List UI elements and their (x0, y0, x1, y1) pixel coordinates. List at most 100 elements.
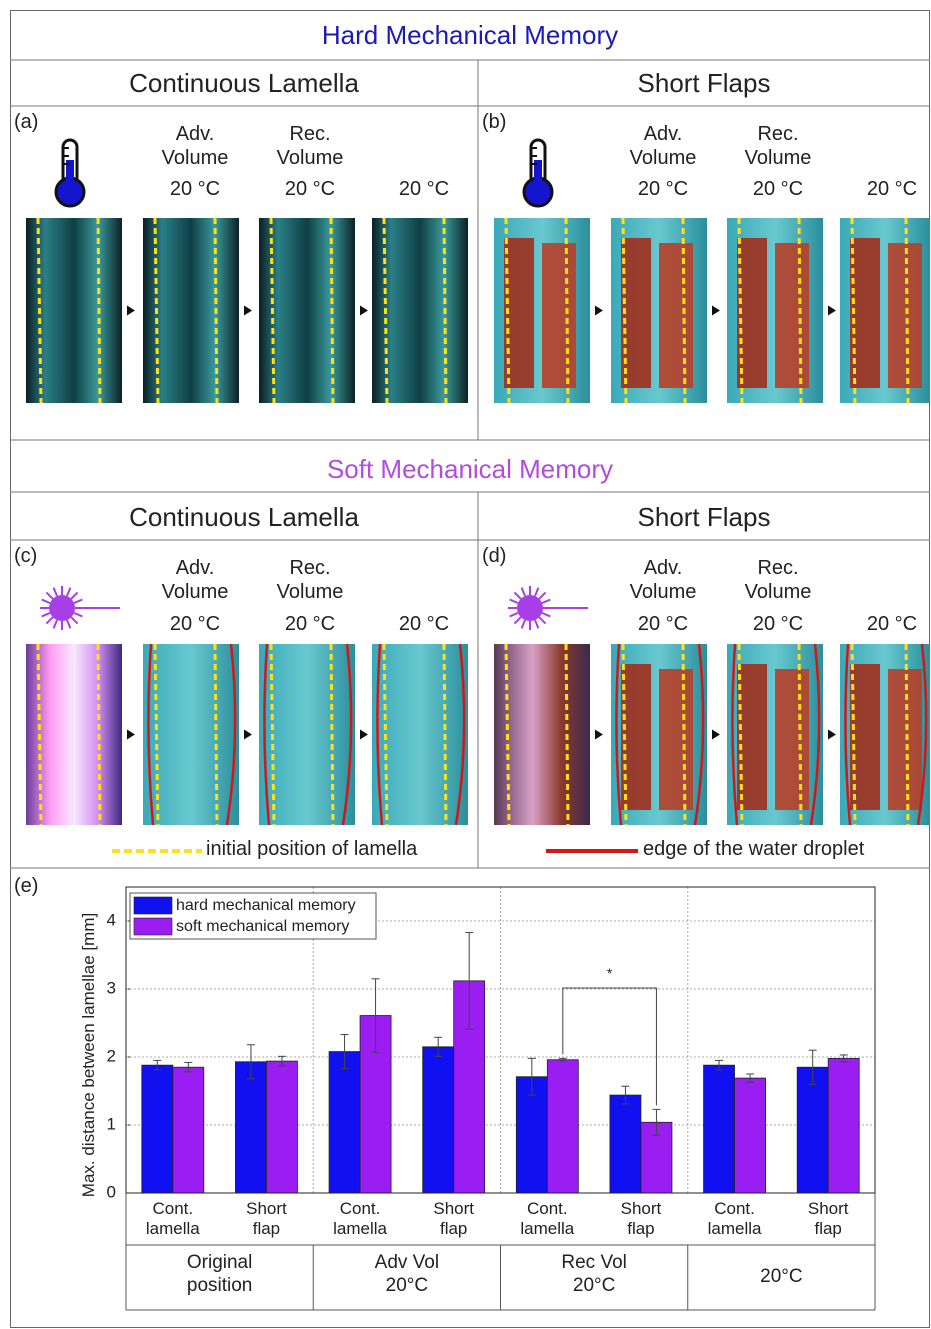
step-temperature: 20 °C (169, 613, 221, 635)
bar (515, 1076, 548, 1194)
photo-sample (542, 243, 576, 388)
thermometer-fill (66, 160, 74, 190)
step-arrow (360, 729, 368, 740)
initial-position (504, 643, 511, 826)
panel-label: (a) (14, 111, 39, 133)
step-temperature: 20 °C (284, 178, 336, 200)
sun-ray (73, 598, 83, 604)
panel-label: (e) (14, 875, 39, 897)
initial-position (153, 643, 160, 826)
error-bar (558, 1057, 567, 1062)
step-temperature: 20 °C (752, 613, 804, 635)
initial-position (621, 217, 628, 404)
x-tick-label: Short flap (246, 1199, 287, 1239)
droplet-edge (376, 643, 466, 826)
step-arrow (244, 729, 252, 740)
step-temperature: 20 °C (398, 613, 450, 635)
photo-sample (888, 669, 922, 810)
sun-ray (520, 587, 526, 597)
initial-position (737, 643, 744, 826)
sun-ray (70, 591, 79, 600)
step-label: Rec. Volume (744, 123, 812, 169)
thermometer-fill (534, 160, 542, 190)
initial-position (329, 217, 335, 404)
error-bar (277, 1055, 286, 1067)
step-arrow (244, 305, 252, 316)
initial-position (329, 643, 335, 826)
droplet-edge (731, 643, 821, 826)
bar (141, 1064, 174, 1194)
bar (827, 1057, 860, 1194)
bar (546, 1059, 579, 1194)
error-bar (340, 1034, 349, 1070)
initial-position (504, 217, 511, 404)
initial-position (681, 643, 687, 826)
step-arrow (828, 729, 836, 740)
sun-ray (52, 619, 58, 629)
significance-bracket (562, 987, 657, 1106)
sun-ray (66, 619, 72, 629)
error-bar (527, 1057, 536, 1096)
step-label: Rec. Volume (276, 557, 344, 603)
bar (734, 1077, 766, 1194)
sun-ray (534, 587, 540, 597)
x-tick-label: Short flap (620, 1199, 662, 1239)
step-arrow (595, 729, 603, 740)
group-label: Original position (186, 1252, 253, 1296)
annotation: * (607, 965, 613, 981)
sun-ray (541, 612, 551, 618)
initial-position (382, 217, 389, 404)
bar (609, 1094, 642, 1194)
initial-position (382, 643, 389, 826)
group-label: Rec Vol 20°C (561, 1252, 627, 1296)
step-arrow (127, 305, 135, 316)
bar (703, 1064, 735, 1194)
section-title: Hard Mechanical Memory (321, 20, 619, 50)
legend-swatch (133, 896, 173, 915)
step-arrow (595, 305, 603, 316)
initial-position (213, 217, 219, 404)
sun-ray (513, 616, 522, 625)
y-tick-label: 4 (107, 910, 116, 929)
initial-position (850, 643, 857, 826)
step-temperature: 20 °C (637, 178, 689, 200)
initial-position (213, 643, 219, 826)
error-bar (839, 1054, 848, 1063)
step-temperature: 20 °C (169, 178, 221, 200)
sun-ray (45, 616, 54, 625)
legend-swatch (133, 917, 173, 936)
error-bar (246, 1044, 255, 1080)
step-arrow (828, 305, 836, 316)
initial-position (96, 217, 102, 404)
x-tick-label: Short flap (433, 1199, 474, 1239)
column-title: Continuous Lamella (129, 68, 359, 98)
step-temperature: 20 °C (866, 178, 918, 200)
sun-ray (73, 612, 83, 618)
droplet-edge (147, 643, 237, 826)
plot-frame (125, 886, 876, 1194)
error-bar (621, 1085, 630, 1105)
step-label: Rec. Volume (744, 557, 812, 603)
y-axis-label: Max. distance between lamellae [mm] (79, 913, 98, 1197)
error-bar (746, 1073, 755, 1083)
error-bar (715, 1059, 724, 1071)
step-label: Adv. Volume (161, 557, 229, 603)
sun-ray (70, 616, 79, 625)
column-title: Short Flaps (637, 502, 771, 532)
droplet-edge (615, 643, 705, 826)
sun-ray (41, 612, 51, 618)
sun-icon (517, 595, 543, 621)
droplet-edge (263, 643, 353, 826)
initial-position (269, 643, 276, 826)
y-tick-label: 1 (107, 1114, 116, 1133)
initial-position (850, 217, 857, 404)
sun-ray (534, 619, 540, 629)
error-bar (371, 978, 380, 1053)
initial-position (797, 643, 803, 826)
legend-label: soft mechanical memory (176, 918, 349, 935)
initial-position (269, 217, 276, 404)
section-title: Soft Mechanical Memory (326, 454, 614, 484)
step-temperature: 20 °C (398, 178, 450, 200)
column-title: Short Flaps (637, 68, 771, 98)
error-bar (465, 932, 474, 1030)
